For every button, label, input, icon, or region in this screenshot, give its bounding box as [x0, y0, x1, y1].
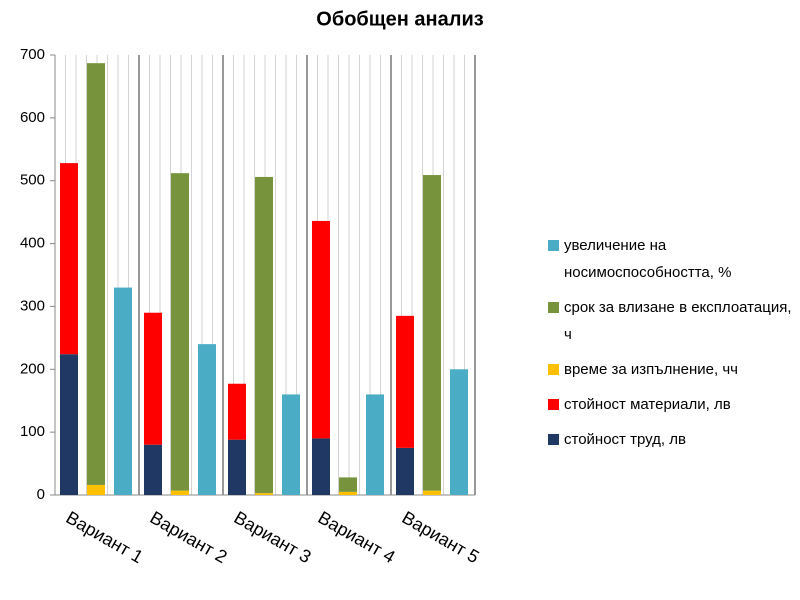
legend-label: стойност труд, лв — [564, 431, 686, 448]
bar — [114, 287, 132, 495]
bar — [87, 63, 105, 485]
bar — [144, 444, 162, 495]
legend-item: стойност труд, лв — [548, 426, 798, 453]
x-tick-label: Вариант 3 — [231, 507, 315, 567]
legend-swatch — [548, 240, 559, 251]
y-tick-label: 100 — [20, 423, 45, 440]
x-tick-label: Вариант 5 — [399, 507, 483, 567]
y-tick-label: 0 — [37, 486, 45, 503]
legend-item: време за изпълнение, чч — [548, 356, 798, 383]
bar — [339, 491, 357, 495]
y-tick-label: 700 — [20, 46, 45, 63]
legend-label: увеличение на носимоспособността, % — [564, 237, 732, 281]
bar — [339, 477, 357, 492]
bar — [366, 394, 384, 495]
bar — [60, 163, 78, 355]
legend-item: увеличение на носимоспособността, % — [548, 232, 798, 286]
x-tick-label: Вариант 1 — [63, 507, 147, 567]
legend-label: срок за влизане в експлоатация, ч — [564, 299, 792, 343]
legend: увеличение на носимоспособността, % срок … — [548, 232, 798, 461]
legend-label: време за изпълнение, чч — [564, 361, 738, 378]
bar — [396, 315, 414, 448]
legend-item: срок за влизане в експлоатация, ч — [548, 294, 798, 348]
y-tick-label: 200 — [20, 360, 45, 377]
x-tick-label: Вариант 4 — [315, 507, 399, 567]
bar — [423, 490, 441, 495]
bar — [87, 484, 105, 495]
bar — [171, 490, 189, 495]
bar — [171, 173, 189, 491]
y-tick-label: 300 — [20, 297, 45, 314]
bar — [144, 312, 162, 445]
legend-swatch — [548, 434, 559, 445]
bar — [228, 439, 246, 495]
bar — [198, 344, 216, 495]
y-tick-label: 600 — [20, 109, 45, 126]
bar — [228, 383, 246, 440]
legend-item: стойност материали, лв — [548, 391, 798, 418]
bar — [60, 354, 78, 495]
bar — [312, 220, 330, 439]
chart-title: Обобщен анализ — [316, 8, 483, 30]
bar — [255, 176, 273, 494]
bar — [255, 493, 273, 495]
y-tick-label: 500 — [20, 172, 45, 189]
legend-swatch — [548, 364, 559, 375]
bar — [450, 369, 468, 495]
legend-swatch — [548, 302, 559, 313]
legend-label: стойност материали, лв — [564, 396, 731, 413]
x-tick-label: Вариант 2 — [147, 507, 231, 567]
bar — [396, 447, 414, 495]
legend-swatch — [548, 399, 559, 410]
y-tick-label: 400 — [20, 235, 45, 252]
bar — [282, 394, 300, 495]
bar — [312, 438, 330, 495]
bar — [423, 175, 441, 491]
